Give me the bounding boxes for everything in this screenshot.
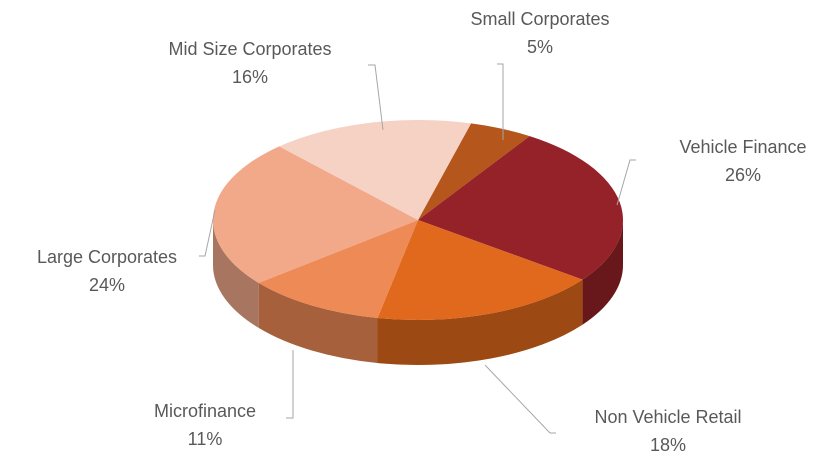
category-label: Large Corporates xyxy=(37,247,177,267)
slice xyxy=(213,146,418,283)
slice-side xyxy=(213,220,259,328)
category-label: Small Corporates xyxy=(470,9,609,29)
value-label: 16% xyxy=(232,67,268,87)
slice-side-shade xyxy=(582,220,623,325)
value-label: 26% xyxy=(725,165,761,185)
category-label: Vehicle Finance xyxy=(679,137,806,157)
leader-line xyxy=(497,63,504,140)
value-label: 5% xyxy=(527,37,553,57)
slice-side xyxy=(582,220,623,325)
category-label: Non Vehicle Retail xyxy=(594,407,741,427)
value-label: 24% xyxy=(89,275,125,295)
slice xyxy=(418,123,530,220)
leader-line xyxy=(286,350,294,419)
value-label: 18% xyxy=(650,435,686,455)
value-label: 11% xyxy=(188,429,223,449)
leader-line xyxy=(368,64,384,131)
category-label: Mid Size Corporates xyxy=(168,39,331,59)
slice xyxy=(258,220,418,319)
category-label: Microfinance xyxy=(154,401,256,421)
slice-side-shade xyxy=(258,282,378,364)
slice-side-shade xyxy=(377,279,583,365)
slice-side xyxy=(258,282,378,364)
leader-line xyxy=(616,159,636,206)
slice-side xyxy=(377,279,583,365)
slice-side-shade xyxy=(213,220,259,328)
slice xyxy=(279,119,472,220)
slice xyxy=(418,136,623,280)
leader-line xyxy=(199,209,216,257)
leader-line xyxy=(484,364,556,434)
slice xyxy=(377,220,583,320)
